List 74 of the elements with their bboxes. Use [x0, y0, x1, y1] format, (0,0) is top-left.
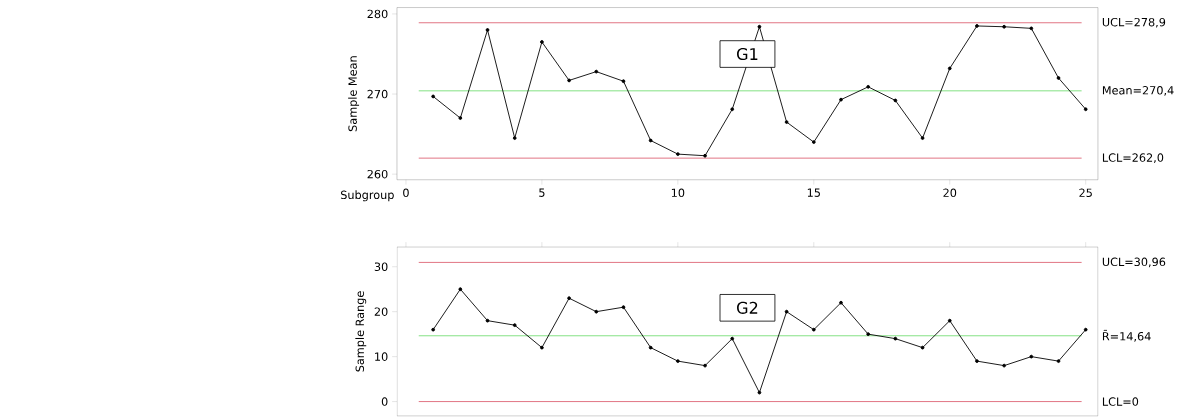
ref-line-label: LCL=262,0 — [1102, 153, 1164, 164]
point — [485, 28, 490, 32]
y-tick-label: 260 — [367, 169, 388, 179]
point — [1056, 76, 1061, 80]
x-tick-label: 15 — [807, 188, 820, 197]
point — [485, 318, 490, 323]
point — [431, 94, 436, 99]
point — [512, 136, 517, 141]
y-tick-label: 30 — [374, 262, 388, 272]
ref-line-label: LCL=0 — [1102, 397, 1139, 406]
point — [947, 318, 952, 323]
x-tick-label: 20 — [943, 188, 957, 198]
point — [839, 300, 843, 305]
point — [1002, 24, 1007, 29]
point — [1002, 363, 1007, 368]
point — [1056, 359, 1061, 364]
point — [811, 140, 816, 145]
point — [594, 69, 599, 74]
annotation: G2 — [737, 301, 758, 314]
point — [839, 97, 843, 102]
x-tick-label: 5 — [539, 188, 545, 197]
point — [757, 24, 762, 29]
y-tick-label: 20 — [374, 307, 388, 317]
point — [811, 327, 816, 332]
point — [975, 24, 979, 28]
point — [920, 136, 925, 141]
x-tick-label: 0 — [403, 188, 409, 198]
point — [784, 309, 789, 314]
y-tick-label: 10 — [375, 352, 388, 361]
point — [512, 323, 517, 328]
point — [893, 336, 898, 341]
point — [866, 85, 871, 89]
point — [703, 153, 707, 158]
point — [458, 116, 463, 121]
point — [648, 345, 653, 350]
y-tick-label: 270 — [367, 89, 388, 99]
y-tick-label: 280 — [367, 9, 388, 19]
point — [621, 79, 626, 84]
x-tick-label: 25 — [1079, 188, 1092, 198]
x-axis-title: Subgroup — [340, 190, 394, 202]
point — [675, 152, 680, 157]
point — [621, 305, 626, 310]
ref-line-label: UCL=30,96 — [1102, 257, 1166, 268]
point — [431, 327, 436, 332]
point — [567, 296, 571, 301]
point — [1083, 107, 1088, 112]
y-axis-title: Sample Range — [355, 291, 367, 372]
x-tick-label: 10 — [671, 188, 685, 198]
point — [975, 359, 979, 364]
ref-line-label: UCL=278,9 — [1102, 17, 1166, 28]
point — [567, 78, 571, 83]
point — [540, 345, 544, 350]
point — [675, 359, 680, 364]
point — [730, 336, 735, 341]
ref-line-label: R̄=14,64 — [1102, 329, 1151, 342]
point — [703, 363, 707, 368]
point — [730, 107, 735, 112]
point — [893, 98, 898, 103]
point — [594, 309, 599, 314]
point — [458, 287, 463, 292]
annotation: G1 — [737, 48, 758, 61]
point — [648, 138, 653, 143]
y-tick-label: 0 — [381, 397, 388, 406]
point — [757, 390, 762, 395]
ref-line-label: Mean=270,4 — [1102, 86, 1174, 96]
point — [784, 120, 789, 125]
y-axis-title: Sample Mean — [348, 56, 360, 132]
point — [1083, 327, 1088, 332]
point — [540, 40, 544, 44]
point — [1029, 26, 1034, 31]
point — [947, 66, 952, 71]
point — [920, 345, 925, 350]
point — [1029, 354, 1034, 359]
point — [866, 332, 871, 337]
